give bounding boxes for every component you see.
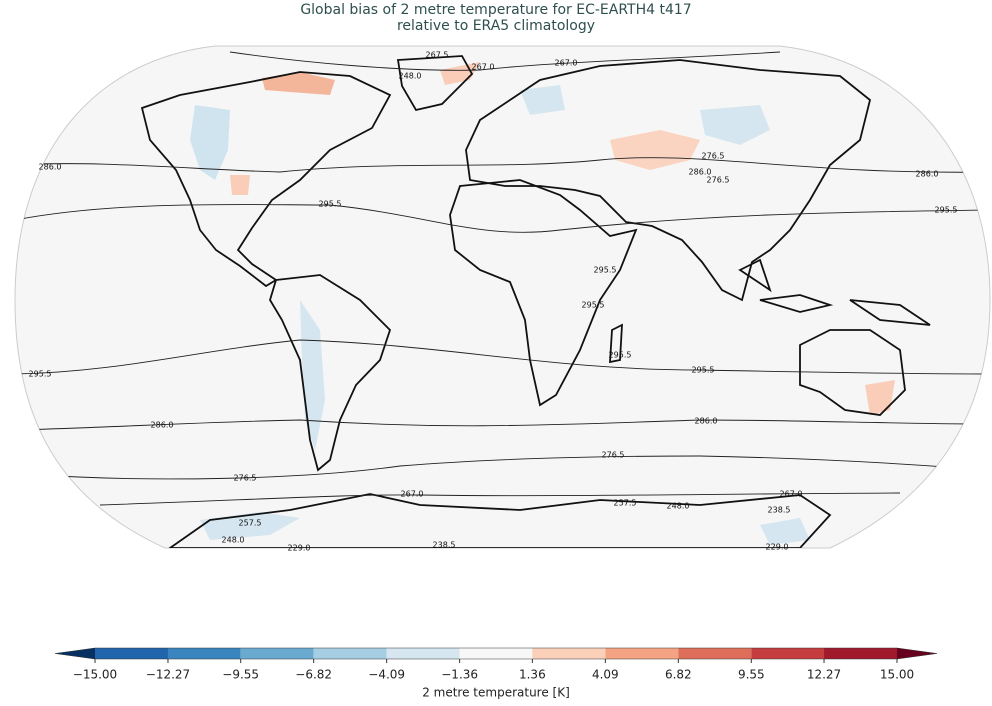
colorbar-segment xyxy=(313,648,387,659)
colorbar: 2 metre temperature [K] −15.00 −12.27 −9.5… xyxy=(54,647,938,700)
colorbar-segment xyxy=(605,648,679,659)
contour xyxy=(15,157,990,173)
colorbar-segment xyxy=(678,648,752,659)
colorbar-extend-high xyxy=(897,648,937,659)
colorbar-extend-low xyxy=(55,648,95,659)
contour-label: 286.0 xyxy=(39,163,62,172)
contour-label: 267.0 xyxy=(555,59,578,68)
south-america xyxy=(269,274,392,472)
cold-patch xyxy=(520,85,565,115)
greenland xyxy=(396,55,474,112)
contour-label: 267.0 xyxy=(780,490,803,499)
antarctica xyxy=(167,493,832,548)
colorbar-segment xyxy=(386,648,460,659)
eurasia xyxy=(465,59,872,302)
contour-label: 295.5 xyxy=(609,351,632,360)
contour-label: 276.5 xyxy=(707,176,730,185)
madagascar xyxy=(609,323,623,364)
colorbar-segment xyxy=(459,648,533,659)
colorbar-segment xyxy=(95,648,168,659)
colorbar-tick-label: 12.27 xyxy=(807,668,841,682)
warm-patch xyxy=(610,130,700,170)
australia xyxy=(799,329,906,416)
contour-label: 238.5 xyxy=(433,541,456,550)
north-america xyxy=(140,71,392,288)
contour-label: 229.0 xyxy=(288,544,311,553)
title-line: Global bias of 2 metre temperature for E… xyxy=(300,2,691,18)
contour-label: 286.0 xyxy=(689,168,712,177)
contour-label: 295.5 xyxy=(319,200,342,209)
contour-label: 257.5 xyxy=(239,519,262,528)
contour-label: 286.0 xyxy=(916,170,939,179)
contour-label: 295.5 xyxy=(594,266,617,275)
contour-label: 257.5 xyxy=(614,499,637,508)
colorbar-tick-label: 15.00 xyxy=(880,668,914,682)
map-frame xyxy=(14,45,991,549)
colorbar-segment xyxy=(532,648,606,659)
contour-label: 295.5 xyxy=(582,301,605,310)
colorbar-tick-label: −15.00 xyxy=(73,668,117,682)
contour xyxy=(15,339,990,375)
contour-label: 248.0 xyxy=(667,502,690,511)
colorbar-tick-label: 6.82 xyxy=(665,668,692,682)
contour-label: 267.5 xyxy=(426,51,449,60)
contours xyxy=(15,51,990,506)
contour-label: 295.5 xyxy=(935,206,958,215)
contour-label: 276.5 xyxy=(602,451,625,460)
title-line: relative to ERA5 climatology xyxy=(397,18,595,34)
contour-label: 286.0 xyxy=(695,417,718,426)
colorbar-segment xyxy=(240,648,314,659)
contour xyxy=(99,492,901,506)
contour-label: 295.5 xyxy=(29,370,52,379)
warm-patch xyxy=(262,72,335,95)
islands xyxy=(738,258,931,326)
africa xyxy=(449,179,638,407)
contour-label: 267.0 xyxy=(401,490,424,499)
contour xyxy=(15,203,990,233)
cold-patch xyxy=(700,105,770,145)
contour-label: 286.0 xyxy=(151,421,174,430)
contour-label: 229.0 xyxy=(766,543,789,552)
bias-patches xyxy=(190,62,895,545)
warm-patch xyxy=(230,175,250,195)
contour-label: 276.5 xyxy=(702,152,725,161)
contour xyxy=(15,419,990,431)
cold-patch xyxy=(190,105,230,180)
colorbar-tick-label: 9.55 xyxy=(738,668,765,682)
colorbar-tick-label: −1.36 xyxy=(441,668,478,682)
coastlines xyxy=(140,55,931,548)
contour-label: 267.0 xyxy=(472,63,495,72)
map: 267.5 267.0 267.0 248.0 286.0 286.0 295.5 295.5… xyxy=(14,45,991,553)
colorbar-label: 2 metre temperature [K] xyxy=(422,686,570,700)
colorbar-segment xyxy=(167,648,241,659)
contour-labels: 267.5 267.0 267.0 248.0 286.0 286.0 295.5 295.5… xyxy=(29,51,958,553)
colorbar-segment xyxy=(824,648,897,659)
colorbar-tick-label: −4.09 xyxy=(368,668,405,682)
contour-label: 276.5 xyxy=(234,474,257,483)
contour xyxy=(39,455,961,480)
cold-patch xyxy=(760,518,810,545)
contour-label: 248.0 xyxy=(399,72,422,81)
contour-label: 238.5 xyxy=(768,506,791,515)
colorbar-tick-label: −9.55 xyxy=(222,668,259,682)
colorbar-tick-label: −6.82 xyxy=(295,668,332,682)
map-content xyxy=(15,51,990,548)
contour xyxy=(229,51,781,71)
colorbar-segment xyxy=(751,648,825,659)
colorbar-tick-label: −12.27 xyxy=(146,668,190,682)
colorbar-tick-label: 1.36 xyxy=(519,668,546,682)
colorbar-tick-label: 4.09 xyxy=(592,668,619,682)
contour-label: 248.0 xyxy=(222,536,245,545)
warm-patch xyxy=(440,62,480,85)
contour-label: 295.5 xyxy=(692,366,715,375)
